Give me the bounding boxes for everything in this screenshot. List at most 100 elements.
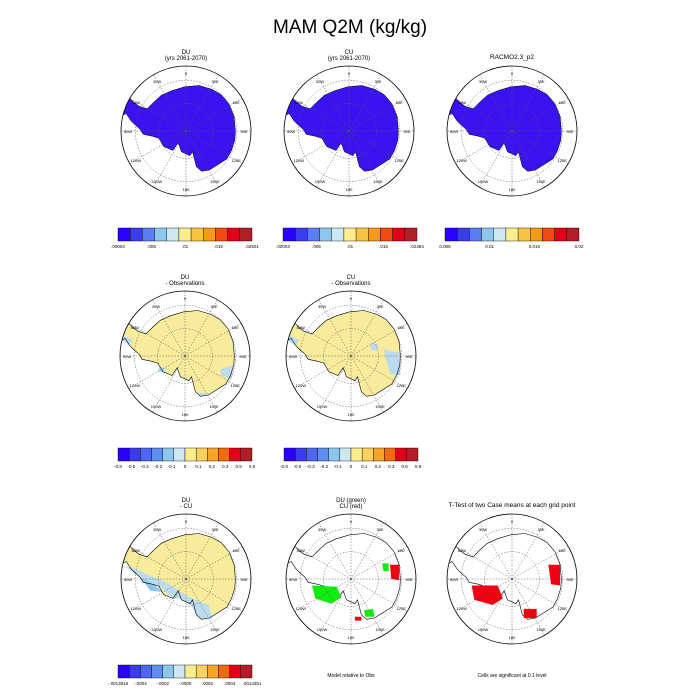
colorbar-swatch <box>140 664 152 679</box>
latitude-circle <box>158 551 214 607</box>
meridian-line <box>292 130 350 164</box>
coastline <box>120 310 235 397</box>
meridian-line <box>479 74 513 132</box>
colorbar-tick-label: -.0000 <box>179 681 192 686</box>
colorbar-swatch <box>384 447 396 462</box>
meridian-line <box>511 578 545 636</box>
meridian-line <box>350 522 384 580</box>
longitude-label: 30E <box>211 79 218 84</box>
colorbar-swatch <box>184 447 197 462</box>
meridian-line <box>511 130 545 188</box>
colorbar-swatch <box>456 227 470 242</box>
map-area <box>286 533 401 621</box>
meridian-line <box>153 578 187 636</box>
map-frame <box>120 65 252 197</box>
longitude-label: 150E <box>210 627 220 632</box>
longitude-label: 0 <box>185 71 188 76</box>
colorbar-tick-label: 0 <box>350 464 353 469</box>
meridian-line <box>185 98 243 132</box>
longitude-label: 150W <box>152 627 163 632</box>
meridian-line <box>350 323 408 357</box>
map-frame <box>120 513 252 645</box>
colorbar-swatch <box>317 447 329 462</box>
longitude-label: 150E <box>375 404 385 409</box>
meridian-line <box>153 522 187 580</box>
longitude-label: 30W <box>318 304 326 309</box>
panel-title: DU <box>181 275 190 281</box>
latitude-circle <box>461 528 563 630</box>
colorbar-swatch <box>229 447 242 462</box>
longitude-label: 90W <box>287 129 295 134</box>
longitude-label: 60E <box>398 548 405 553</box>
meridian-line <box>184 355 218 413</box>
longitude-label: 120E <box>558 158 568 163</box>
meridian-line <box>479 130 513 188</box>
longitude-label: 180 <box>509 187 516 192</box>
colorbar-tick-label: 0.5 <box>401 464 408 469</box>
colorbar-tick-label: 0.1 <box>195 464 202 469</box>
longitude-label: 60W <box>295 100 303 105</box>
longitude-label: 120W <box>131 606 142 611</box>
colorbar-swatch <box>306 447 318 462</box>
longitude-label: 120W <box>296 606 307 611</box>
meridian-line <box>316 130 350 188</box>
colorbar-swatch <box>166 227 180 242</box>
meridian-line <box>511 546 569 580</box>
colorbar-swatch <box>215 227 228 242</box>
meridian-line <box>316 74 350 132</box>
latitude-circle <box>300 528 402 630</box>
longitude-label: 60E <box>559 548 566 553</box>
longitude-label: 60E <box>233 100 240 105</box>
meridian-line <box>185 130 243 164</box>
colorbar-swatch <box>566 227 580 242</box>
colorbar-swatch <box>282 227 296 242</box>
colorbar-tick-label: -0.5 <box>294 464 302 469</box>
meridian-line <box>129 130 187 164</box>
longitude-label: 30E <box>210 304 217 309</box>
difference-region <box>124 566 212 620</box>
longitude-label: 150E <box>375 627 385 632</box>
meridian-line <box>294 355 352 389</box>
meridian-line <box>129 578 187 612</box>
longitude-label: 90W <box>289 354 297 359</box>
longitude-label: 90W <box>289 577 297 582</box>
map-frame <box>283 65 415 197</box>
colorbar-swatch <box>207 664 219 679</box>
colorbar-swatch <box>517 227 531 242</box>
antarctica-fill <box>122 533 236 620</box>
colorbar-tick-label: 0.01 <box>485 244 494 249</box>
longitude-label: 180 <box>183 187 190 192</box>
longitude-label: 150W <box>315 179 326 184</box>
latitude-circle <box>484 103 540 159</box>
colorbar-tick-label: 0.2 <box>375 464 382 469</box>
colorbar-swatch <box>140 447 152 462</box>
colorbar-tick-label: -0.8 <box>114 464 122 469</box>
meridian-line <box>185 578 219 636</box>
colorbar-swatch <box>350 447 363 462</box>
meridian-line <box>511 74 545 132</box>
antarctica-fill <box>121 310 235 397</box>
longitude-label: 90W <box>450 129 458 134</box>
longitude-label: 150E <box>536 179 546 184</box>
colorbar-tick-label: 0.005 <box>439 244 451 249</box>
panel-du-minus-obs: 0 30E 60E 90E 120E 150E 180 150W 120W 90W 60W 30W DU… <box>119 275 251 422</box>
colorbar-tick-label: 0.2 <box>209 464 216 469</box>
longitude-label: 60E <box>559 100 566 105</box>
meridian-line <box>348 98 406 132</box>
colorbar-swatch <box>195 664 208 679</box>
latitude-circle <box>484 551 540 607</box>
panel-du-cu-relative: 0 30E 60E 90E 120E 150E 180 150W 120W 90W 60W 30W DU… <box>285 498 417 645</box>
colorbar-cu-2061-2070: .00003 .005 .01 .015 .02484 <box>276 227 424 249</box>
longitude-label: 90E <box>239 354 246 359</box>
meridian-line <box>128 355 186 389</box>
meridian-line <box>348 74 382 132</box>
longitude-label: 30E <box>537 79 544 84</box>
meridian-line <box>292 98 350 132</box>
longitude-label: 150W <box>317 627 328 632</box>
longitude-label: 120E <box>232 606 242 611</box>
colorbar-tick-label: -.0013916 <box>108 681 129 686</box>
colorbar-tick-label: 0 <box>184 464 187 469</box>
colorbar-tick-label: -0.1 <box>168 464 176 469</box>
colorbar-swatch <box>162 447 175 462</box>
